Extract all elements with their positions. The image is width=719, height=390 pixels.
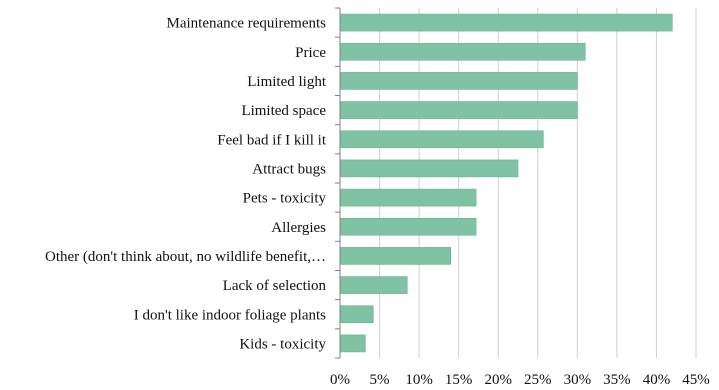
category-label: Kids - toxicity	[239, 336, 326, 352]
x-tick-labels: 0% 5% 10% 15% 20% 25% 30% 35% 40% 45%	[330, 372, 710, 388]
category-labels: Maintenance requirements Price Limited lig…	[45, 16, 327, 353]
bar-8	[339, 217, 477, 236]
category-label: Limited space	[241, 103, 326, 119]
category-label: Allergies	[271, 220, 326, 236]
x-tick-label: 15%	[445, 372, 473, 388]
category-label: I don't like indoor foliage plants	[134, 307, 326, 323]
category-label: Maintenance requirements	[166, 16, 326, 32]
category-label: Lack of selection	[223, 278, 327, 294]
bar-12	[339, 334, 366, 353]
axes	[335, 7, 341, 359]
x-tick-label: 5%	[370, 372, 390, 388]
category-label: Other (don't think about, no wildlife be…	[45, 249, 326, 265]
category-label: Pets - toxicity	[243, 191, 327, 207]
bars	[339, 13, 673, 353]
gridlines	[379, 8, 697, 358]
x-tick-label: 0%	[330, 372, 350, 388]
x-tick-label: 10%	[405, 372, 433, 388]
bar-4	[339, 101, 578, 119]
bar-3	[339, 72, 578, 90]
bar-10	[339, 276, 408, 294]
bar-1	[339, 13, 673, 32]
bar-6	[339, 159, 519, 178]
bar-7	[339, 188, 477, 207]
category-label: Attract bugs	[252, 161, 326, 177]
category-label: Limited light	[247, 74, 327, 90]
bar-5	[339, 130, 544, 149]
x-tick-label: 35%	[603, 372, 631, 388]
x-tick-label: 30%	[564, 372, 592, 388]
x-tick-label: 40%	[643, 372, 671, 388]
x-tick-label: 45%	[682, 372, 710, 388]
bar-2	[339, 42, 586, 61]
category-label: Price	[295, 45, 326, 61]
bar-9	[339, 247, 452, 265]
category-label: Feel bad if I kill it	[217, 132, 327, 148]
x-tick-label: 25%	[524, 372, 552, 388]
x-tick-label: 20%	[484, 372, 512, 388]
bar-11	[339, 305, 374, 324]
